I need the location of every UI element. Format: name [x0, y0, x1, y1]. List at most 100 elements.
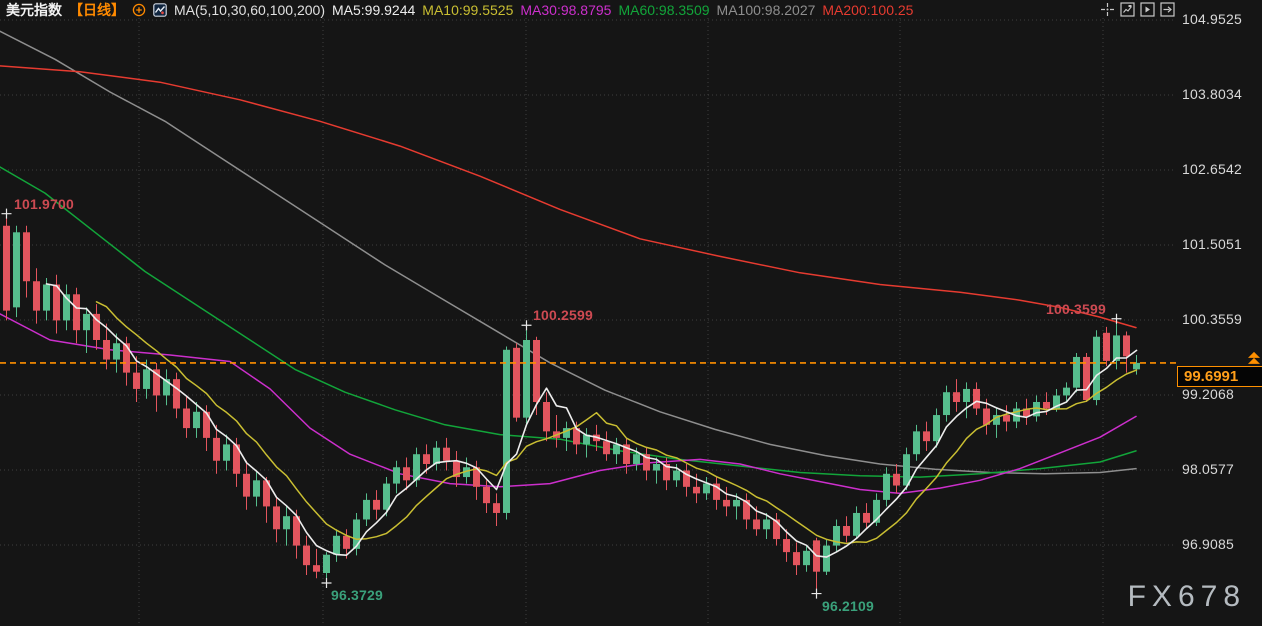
symbol-title: 美元指数 [6, 2, 62, 18]
candle-body [603, 441, 610, 455]
candle-body [3, 225, 10, 311]
candle-body [983, 408, 990, 425]
axis-label: 104.9525 [1182, 11, 1242, 27]
chart-toolbar [1100, 2, 1175, 17]
candle-body [443, 447, 450, 461]
candle-body [783, 539, 790, 553]
candle-body [743, 499, 750, 520]
candle-body [833, 526, 840, 546]
candle-body [503, 349, 510, 513]
extreme-cross-marker [1, 208, 12, 219]
candle-body [233, 444, 240, 474]
candle-body [643, 454, 650, 471]
extreme-cross-marker [521, 320, 532, 331]
candle-body [403, 467, 410, 481]
mini-chart-icon[interactable] [153, 3, 167, 17]
candle-body [223, 444, 230, 461]
candle-body [633, 454, 640, 464]
candle-body [333, 535, 340, 555]
candle-body [763, 519, 770, 530]
candle-body [263, 480, 270, 507]
candle-body [993, 415, 1000, 425]
candle-body [963, 388, 970, 402]
high-price-annotation: 100.3599 [1046, 300, 1106, 317]
candle-body [203, 411, 210, 438]
candle-body [853, 512, 860, 536]
legend-ma5: MA5:99.9244 [332, 2, 416, 18]
candle-body [353, 519, 360, 549]
axis-label: 102.6542 [1182, 161, 1242, 177]
play-panel-icon[interactable] [1140, 2, 1155, 17]
candle-body [253, 480, 260, 497]
crosshair-icon[interactable] [1100, 2, 1115, 17]
candle-body [903, 454, 910, 486]
candle-body [883, 473, 890, 500]
candle-body [713, 483, 720, 500]
candle-body [183, 408, 190, 429]
candle-body [13, 232, 20, 308]
candle-body [163, 379, 170, 396]
candle-body [843, 526, 850, 536]
candle-body [493, 503, 500, 513]
candle-body [973, 388, 980, 409]
candle-body [93, 313, 100, 340]
candle-body [73, 294, 80, 331]
candle-body [543, 401, 550, 432]
candle-body [1033, 401, 1040, 417]
candle-body [923, 431, 930, 442]
candle-body [1113, 335, 1120, 361]
low-price-annotation: 96.2109 [822, 597, 875, 614]
candle-body [273, 506, 280, 530]
candle-body [413, 454, 420, 481]
ma100-line [0, 30, 1137, 475]
legend-ma10: MA10:99.5525 [422, 2, 514, 18]
timeframe-selector[interactable]: 【日线】 [69, 2, 125, 18]
candle-body [623, 444, 630, 464]
candle-body [313, 565, 320, 572]
axis-label: 100.3559 [1182, 311, 1242, 328]
candle-body [1103, 332, 1110, 361]
candle-body [213, 437, 220, 461]
candle-body [453, 460, 460, 478]
candle-body [63, 294, 70, 321]
ma-group-label: MA(5,10,30,60,100,200) [174, 2, 325, 18]
candle-body [563, 428, 570, 438]
candle-body [343, 535, 350, 549]
ma5-line [45, 283, 1138, 558]
candle-body [693, 486, 700, 494]
candle-body [53, 284, 60, 321]
candle-body [173, 379, 180, 409]
candle-body [583, 434, 590, 445]
legend-ma60: MA60:98.3509 [618, 2, 710, 18]
candle-body [123, 343, 130, 373]
candle-body [113, 343, 120, 360]
export-panel-icon[interactable] [1160, 2, 1175, 17]
chart-header: 美元指数 【日线】 MA(5,10,30,60,100,200) MA5:99.… [6, 1, 913, 19]
candle-body [663, 463, 670, 481]
candle-body [423, 454, 430, 464]
ma60-line [0, 166, 1137, 478]
indicator-panel-icon[interactable] [1120, 2, 1135, 17]
legend-ma100: MA100:98.2027 [716, 2, 816, 18]
candle-body [913, 431, 920, 455]
candle-body [753, 519, 760, 530]
candle-body [43, 284, 50, 311]
candle-body [773, 519, 780, 540]
candle-body [193, 411, 200, 429]
candle-body [703, 483, 710, 494]
candle-body [733, 499, 740, 507]
candle-body [1003, 415, 1010, 422]
candle-body [823, 545, 830, 572]
candle-body [103, 339, 110, 360]
extreme-cross-marker [811, 588, 822, 599]
circle-plus-icon[interactable] [132, 3, 146, 17]
axis-label: 99.2068 [1182, 386, 1235, 403]
candle-body [383, 483, 390, 510]
candle-body [323, 554, 330, 574]
candle-body [363, 499, 370, 520]
axis-label: 103.8034 [1182, 86, 1242, 102]
candle-body [653, 463, 660, 471]
candle-body [953, 392, 960, 402]
candle-body [803, 550, 810, 566]
